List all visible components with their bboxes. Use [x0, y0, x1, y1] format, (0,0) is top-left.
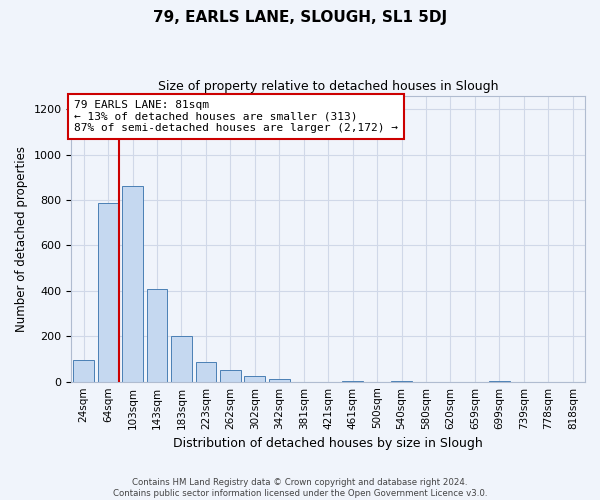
Text: Contains HM Land Registry data © Crown copyright and database right 2024.
Contai: Contains HM Land Registry data © Crown c…	[113, 478, 487, 498]
Bar	[391, 380, 412, 382]
Bar	[220, 370, 241, 382]
Bar	[342, 380, 363, 382]
Bar	[73, 360, 94, 382]
X-axis label: Distribution of detached houses by size in Slough: Distribution of detached houses by size …	[173, 437, 483, 450]
Text: 79 EARLS LANE: 81sqm
← 13% of detached houses are smaller (313)
87% of semi-deta: 79 EARLS LANE: 81sqm ← 13% of detached h…	[74, 100, 398, 133]
Bar	[146, 288, 167, 382]
Y-axis label: Number of detached properties: Number of detached properties	[15, 146, 28, 332]
Bar	[171, 336, 192, 382]
Bar	[196, 362, 217, 382]
Title: Size of property relative to detached houses in Slough: Size of property relative to detached ho…	[158, 80, 499, 93]
Bar	[269, 379, 290, 382]
Bar	[244, 376, 265, 382]
Bar	[98, 204, 118, 382]
Bar	[122, 186, 143, 382]
Text: 79, EARLS LANE, SLOUGH, SL1 5DJ: 79, EARLS LANE, SLOUGH, SL1 5DJ	[153, 10, 447, 25]
Bar	[489, 380, 510, 382]
